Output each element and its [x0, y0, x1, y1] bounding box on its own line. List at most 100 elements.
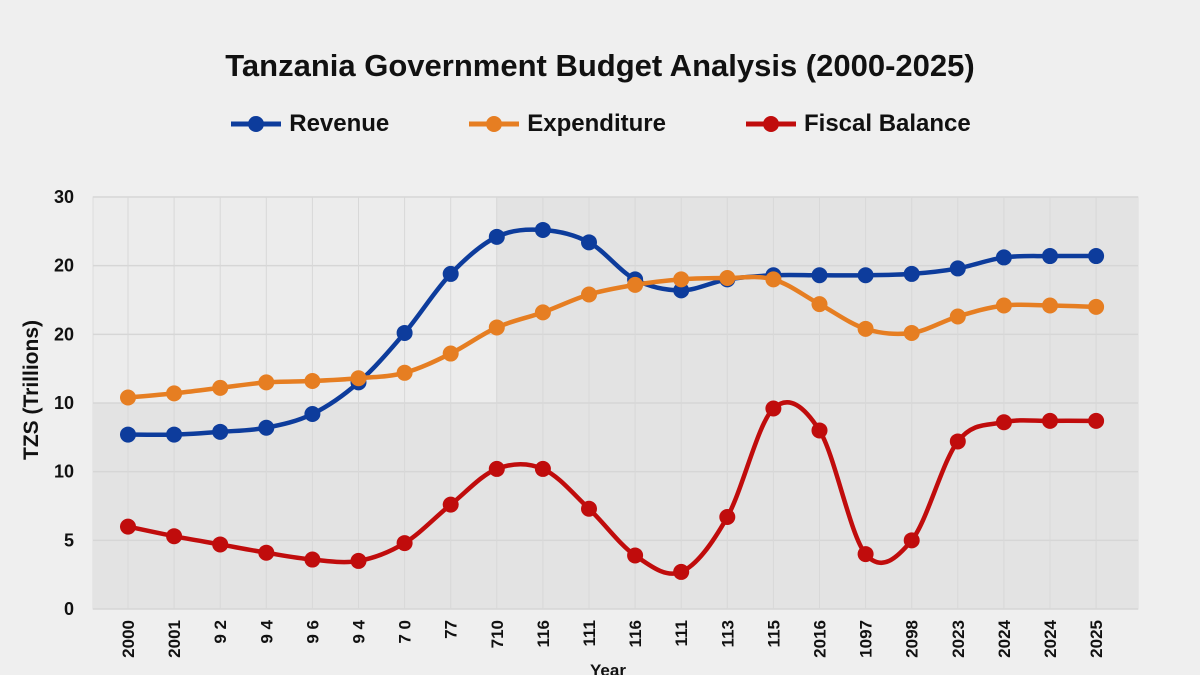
data-point-revenue [442, 265, 459, 282]
data-point-fiscal-balance [949, 433, 966, 450]
data-point-expenditure [212, 379, 229, 396]
legend: Revenue Expenditure Fiscal Balance [0, 110, 1200, 138]
data-point-expenditure [719, 270, 736, 287]
data-point-fiscal-balance [166, 528, 183, 545]
x-tick-label: 2024 [995, 619, 1014, 657]
legend-marker-fiscal-balance [745, 116, 796, 132]
data-point-revenue [304, 405, 321, 422]
data-point-revenue [534, 221, 551, 238]
data-point-fiscal-balance [811, 422, 828, 439]
data-point-revenue [811, 267, 828, 284]
x-tick-label: 111 [580, 620, 599, 647]
y-tick-label: 30 [54, 187, 74, 207]
x-tick-label: 116 [534, 620, 553, 647]
plot-shade-lower [93, 403, 1138, 609]
data-point-expenditure [581, 286, 597, 303]
data-point-expenditure [995, 297, 1012, 314]
y-tick-label: 10 [54, 462, 74, 482]
data-point-revenue [581, 234, 597, 251]
x-tick-label: 9 2 [211, 620, 230, 644]
data-point-fiscal-balance [212, 536, 229, 553]
y-tick-label: 5 [64, 530, 74, 550]
data-point-expenditure [396, 364, 413, 381]
data-point-revenue [995, 249, 1012, 266]
data-point-expenditure [857, 320, 874, 337]
data-point-fiscal-balance [673, 563, 690, 580]
data-point-fiscal-balance [903, 532, 920, 549]
legend-marker-revenue [231, 116, 282, 132]
legend-item-fiscal-balance: Fiscal Balance [744, 110, 971, 138]
x-tick-label: 2024 [1041, 619, 1060, 657]
data-point-revenue [258, 419, 275, 436]
data-point-expenditure [488, 319, 505, 336]
data-point-fiscal-balance [534, 460, 551, 477]
series-line-expenditure [127, 274, 1097, 400]
data-point-fiscal-balance [765, 400, 782, 417]
data-point-fiscal-balance [581, 500, 597, 517]
chart-title: Tanzania Government Budget Analysis (200… [225, 48, 975, 83]
x-tick-label: 111 [672, 620, 691, 647]
data-point-revenue [120, 426, 136, 443]
series-line-revenue [127, 227, 1097, 438]
data-point-fiscal-balance [1042, 412, 1058, 429]
data-point-expenditure [350, 370, 367, 387]
data-point-fiscal-balance [719, 508, 736, 525]
data-point-revenue [903, 265, 920, 282]
data-point-revenue [212, 423, 229, 440]
data-point-expenditure [304, 373, 321, 390]
x-tick-label: 710 [488, 620, 507, 648]
data-point-expenditure [442, 345, 459, 362]
x-tick-label: 2001 [165, 620, 184, 658]
data-point-fiscal-balance [857, 546, 874, 563]
data-point-revenue [949, 260, 966, 277]
data-point-expenditure [765, 271, 782, 288]
x-tick-label: 2098 [903, 620, 922, 658]
legend-marker-expenditure [469, 116, 520, 132]
data-point-expenditure [949, 308, 966, 325]
data-point-fiscal-balance [304, 551, 321, 568]
data-point-revenue [166, 426, 183, 443]
x-tick-label: 77 [442, 620, 461, 639]
y-tick-label: 20 [54, 324, 74, 344]
data-point-expenditure [258, 374, 275, 391]
data-point-expenditure [1088, 298, 1105, 315]
x-tick-label: 1097 [857, 620, 876, 658]
legend-label-expenditure: Expenditure [527, 110, 666, 137]
x-tick-label: 9 4 [350, 619, 369, 643]
legend-label-revenue: Revenue [289, 110, 390, 137]
x-axis-label: Year [590, 661, 626, 675]
data-point-fiscal-balance [120, 518, 136, 535]
data-point-fiscal-balance [488, 460, 505, 477]
data-point-revenue [857, 267, 874, 284]
data-point-fiscal-balance [442, 496, 459, 513]
x-tick-label: 113 [718, 620, 737, 647]
data-point-expenditure [627, 276, 644, 293]
data-point-fiscal-balance [995, 414, 1012, 431]
data-point-fiscal-balance [350, 552, 367, 569]
data-point-expenditure [534, 304, 551, 321]
y-axis-label: TZS (Trillions) [20, 320, 43, 460]
x-tick-label: 115 [764, 620, 783, 647]
y-tick-label: 0 [64, 599, 74, 619]
data-point-expenditure [673, 271, 690, 288]
data-point-revenue [1088, 248, 1105, 265]
y-tick-label: 10 [54, 393, 74, 413]
x-tick-label: 2000 [119, 620, 138, 658]
data-point-revenue [1042, 248, 1058, 265]
data-point-expenditure [903, 324, 920, 341]
legend-item-expenditure: Expenditure [467, 110, 666, 138]
x-tick-label: 2016 [811, 620, 830, 658]
data-point-expenditure [811, 296, 828, 313]
data-point-fiscal-balance [396, 535, 413, 552]
data-point-fiscal-balance [258, 544, 275, 561]
x-tick-label: 2023 [949, 620, 968, 658]
legend-item-revenue: Revenue [229, 110, 389, 138]
x-tick-label: 9 6 [303, 620, 322, 644]
x-tick-label: 2025 [1087, 620, 1106, 658]
x-tick-label: 116 [626, 620, 645, 647]
legend-label-fiscal-balance: Fiscal Balance [803, 110, 971, 137]
data-point-revenue [488, 228, 505, 245]
y-tick-label: 20 [54, 256, 74, 276]
data-point-fiscal-balance [627, 547, 644, 564]
